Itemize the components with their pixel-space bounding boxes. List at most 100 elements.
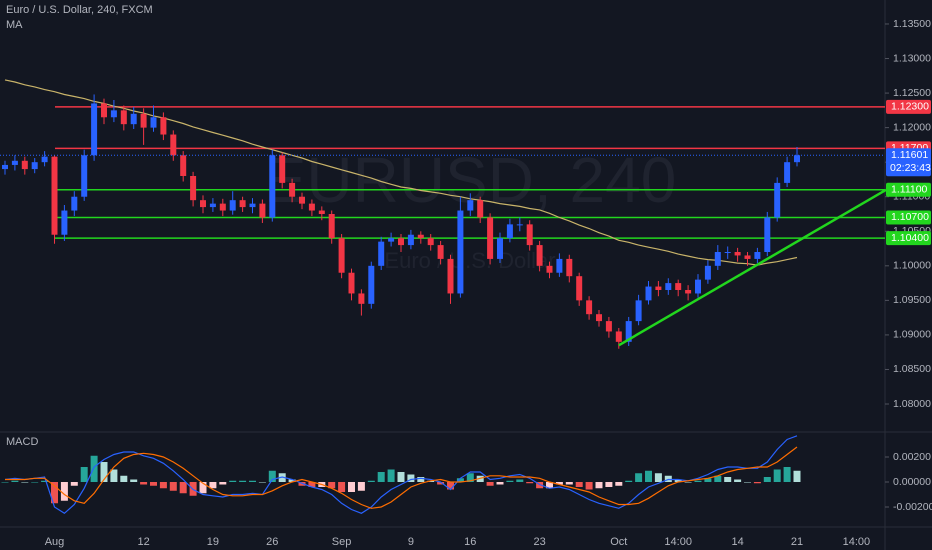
candle-body	[229, 200, 236, 211]
x-tick-label: 26	[266, 536, 278, 548]
macd-histogram-bar	[793, 470, 801, 482]
candle-body	[427, 238, 434, 246]
macd-y-tick-label: 0.00200	[893, 451, 931, 463]
macd-histogram-bar	[110, 469, 118, 482]
x-tick-label: 16	[464, 536, 476, 548]
macd-histogram-bar	[635, 473, 643, 482]
candle-body	[774, 182, 781, 218]
macd-histogram-bar	[130, 479, 138, 482]
macd-histogram-bar	[41, 480, 49, 482]
candle-body	[289, 182, 296, 197]
y-tick-label: 1.12500	[893, 87, 931, 99]
macd-histogram-bar	[249, 480, 256, 482]
macd-histogram-bar	[773, 469, 781, 482]
macd-histogram-bar	[526, 482, 534, 484]
macd-histogram-bar	[407, 474, 415, 482]
level-label: 1.10700	[891, 211, 929, 223]
candle-body	[190, 175, 197, 201]
macd-histogram-bar	[377, 472, 385, 482]
y-tick-label: 1.09000	[893, 329, 931, 341]
macd-histogram-bar	[437, 482, 445, 485]
macd-histogram-bar	[595, 482, 603, 489]
macd-histogram-bar	[466, 473, 474, 482]
x-tick-label: Oct	[610, 536, 627, 548]
macd-histogram-bar	[783, 467, 791, 482]
trendline	[618, 188, 887, 347]
candle-body	[239, 200, 246, 208]
macd-histogram-bar	[496, 482, 504, 485]
candle-body	[101, 103, 107, 118]
candle-body	[91, 103, 98, 156]
candle-body	[516, 224, 523, 226]
x-tick-label: 14	[731, 536, 743, 548]
macd-histogram-bar	[70, 482, 78, 486]
level-label-box	[886, 231, 931, 246]
macd-histogram-bar	[51, 482, 58, 504]
macd-histogram-bar	[714, 475, 722, 482]
macd-histogram-bar	[21, 482, 29, 483]
macd-histogram-bar	[684, 482, 692, 483]
candle-body	[318, 210, 325, 214]
macd-histogram-bar	[486, 482, 494, 486]
macd-histogram-bar	[140, 482, 148, 485]
candle-body	[596, 314, 602, 322]
candle-body	[170, 134, 177, 156]
x-tick-label: 19	[207, 536, 219, 548]
watermark-description: Euro / U.S. Dollar	[384, 248, 555, 273]
candle-body	[794, 155, 800, 163]
macd-histogram-bar	[258, 482, 266, 483]
candle-body	[685, 290, 692, 294]
candle-body	[180, 155, 187, 176]
candle-body	[635, 300, 642, 322]
macd-histogram-bar	[288, 479, 296, 482]
symbol-title: Euro / U.S. Dollar, 240, FXCM	[6, 4, 153, 16]
x-tick-label: 23	[533, 536, 545, 548]
candle-body	[744, 255, 751, 259]
candle-body	[447, 258, 454, 294]
candle-body	[51, 156, 58, 235]
macd-histogram-bar	[664, 475, 672, 482]
macd-histogram-bar	[744, 482, 751, 483]
candle-body	[81, 155, 88, 197]
macd-histogram-bar	[447, 482, 454, 490]
ma-line	[4, 79, 798, 266]
macd-histogram-bar	[417, 477, 425, 482]
candle-body	[457, 210, 464, 294]
x-tick-label: 21	[791, 536, 803, 548]
macd-histogram-bar	[239, 480, 247, 482]
macd-histogram-bar	[209, 482, 217, 489]
macd-histogram-bar	[704, 478, 712, 482]
last-price-label: 1.11601	[891, 149, 928, 161]
macd-histogram-bar	[555, 482, 563, 485]
candle-body	[249, 203, 256, 208]
candle-body	[2, 164, 8, 170]
candle-body	[269, 155, 276, 218]
x-tick-label: Aug	[45, 536, 65, 548]
macd-histogram-bar	[1, 482, 9, 483]
candle-body	[724, 252, 731, 253]
candle-body	[358, 293, 365, 304]
candle-body	[675, 283, 682, 291]
macd-histogram-bar	[348, 482, 355, 492]
signal-line	[5, 446, 798, 509]
candle-body	[338, 238, 345, 273]
level-label: 1.10400	[891, 232, 929, 244]
macd-histogram-bar	[179, 482, 187, 494]
candle-body	[477, 200, 484, 218]
macd-legend: MACD	[6, 436, 38, 448]
candle-body	[625, 321, 632, 342]
macd-histogram-bar	[575, 482, 583, 487]
candle-body	[160, 117, 167, 135]
macd-histogram-bar	[169, 482, 177, 491]
macd-histogram-bar	[506, 480, 514, 482]
x-tick-label: 12	[137, 536, 149, 548]
candle-body	[299, 196, 305, 204]
candle-body	[120, 110, 127, 125]
level-label: 1.12300	[891, 101, 929, 113]
candle-body	[437, 245, 444, 259]
x-tick-label: 14:00	[664, 536, 692, 548]
y-tick-label: 1.10000	[893, 260, 931, 272]
macd-histogram-bar	[724, 477, 732, 482]
macd-histogram-bar	[328, 482, 336, 489]
